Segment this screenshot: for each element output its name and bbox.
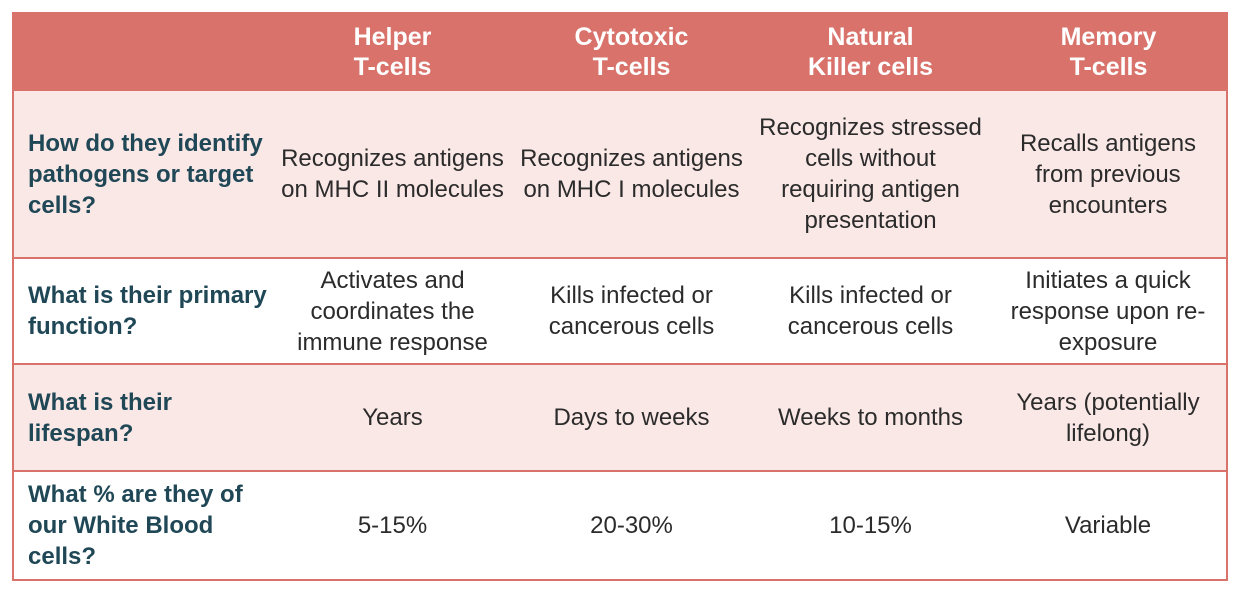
table-cell: Years (273, 363, 512, 472)
table-cell: Variable (990, 470, 1228, 581)
table-cell: Days to weeks (512, 363, 751, 472)
table-cell: Weeks to months (751, 363, 990, 472)
header-label: Natural Killer cells (807, 22, 934, 81)
table-cell: 10-15% (751, 470, 990, 581)
table-cell: Kills infected or cancerous cells (751, 257, 990, 365)
table-cell: Recognizes stressed cells without requir… (751, 89, 990, 259)
table-row-lifespan: What is their lifespan? Years Days to we… (12, 363, 1228, 472)
header-row: Helper T-cells Cytotoxic T-cells Natural Ki… (12, 12, 1228, 91)
header-label: Helper T-cells (353, 22, 432, 81)
header-corner-cell (12, 12, 274, 91)
table-cell: Kills infected or cancerous cells (512, 257, 751, 365)
header-label: Memory T-cells (1060, 22, 1157, 81)
comparison-table-container: Helper T-cells Cytotoxic T-cells Natural Ki… (12, 12, 1228, 581)
table-cell: Recognizes antigens on MHC II molecules (273, 89, 512, 259)
table-row-function: What is their primary function? Activate… (12, 257, 1228, 365)
table-cell: 20-30% (512, 470, 751, 581)
t-cell-comparison-table: Helper T-cells Cytotoxic T-cells Natural Ki… (12, 12, 1228, 581)
table-cell: Activates and coordinates the immune res… (273, 257, 512, 365)
row-question: What is their lifespan? (12, 363, 273, 472)
row-question: What is their primary function? (12, 257, 273, 365)
header-cytotoxic-t-cells: Cytotoxic T-cells (511, 12, 752, 91)
table-cell: Recognizes antigens on MHC I molecules (512, 89, 751, 259)
table-cell: 5-15% (273, 470, 512, 581)
row-question: What % are they of our White Blood cells… (12, 470, 273, 581)
table-row-percentage: What % are they of our White Blood cells… (12, 470, 1228, 581)
header-memory-t-cells: Memory T-cells (989, 12, 1228, 91)
row-question: How do they identify pathogens or target… (12, 89, 273, 259)
header-label: Cytotoxic T-cells (574, 22, 689, 81)
header-helper-t-cells: Helper T-cells (272, 12, 513, 91)
header-natural-killer-cells: Natural Killer cells (750, 12, 991, 91)
table-cell: Recalls antigens from previous encounter… (990, 89, 1228, 259)
table-row-identification: How do they identify pathogens or target… (12, 89, 1228, 259)
table-cell: Years (potentially lifelong) (990, 363, 1228, 472)
table-cell: Initiates a quick response upon re-expos… (990, 257, 1228, 365)
